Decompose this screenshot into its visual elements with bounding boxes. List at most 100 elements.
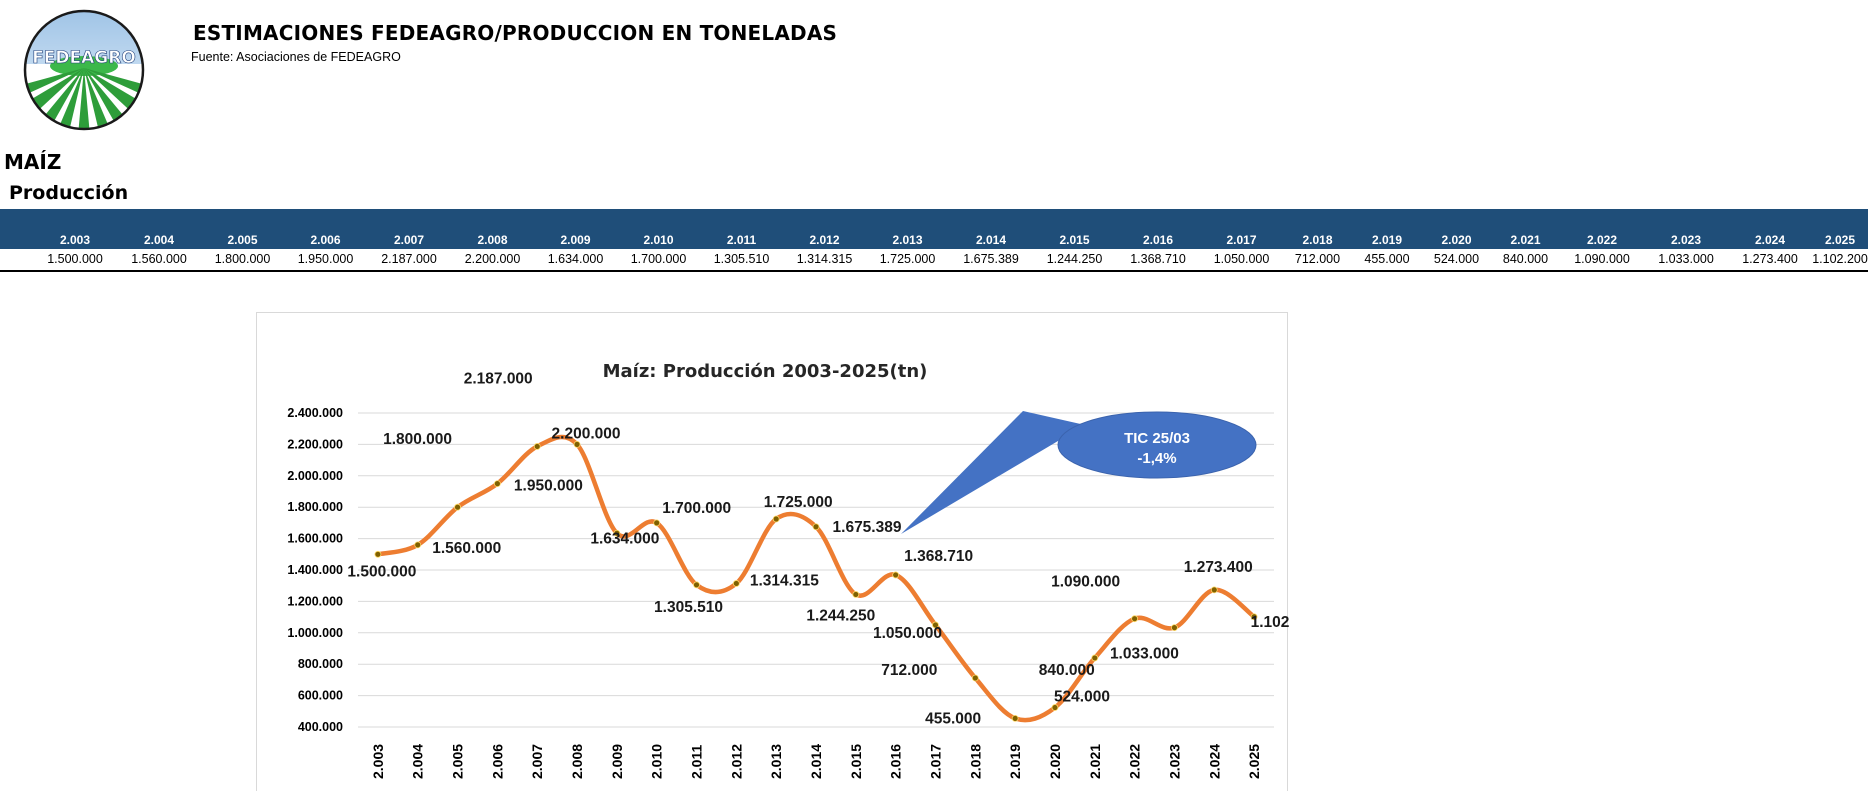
data-label: 1.700.000 bbox=[662, 500, 731, 517]
table-value-cell: 1.273.400 bbox=[1742, 252, 1798, 266]
x-tick-label: 2.003 bbox=[370, 744, 386, 779]
data-point bbox=[653, 519, 661, 527]
table-year-cell: 2.009 bbox=[560, 233, 591, 247]
table-year-cell: 2.008 bbox=[477, 233, 508, 247]
table-value-cell: 1.244.250 bbox=[1046, 252, 1103, 266]
chart-area: Maíz: Producción 2003-2025(tn) 400.000 600… bbox=[256, 312, 1289, 791]
x-tick-label: 2.025 bbox=[1246, 744, 1262, 779]
chart-title: Maíz: Producción 2003-2025(tn) bbox=[603, 361, 928, 382]
data-label: 524.000 bbox=[1054, 689, 1110, 706]
data-label: 1.800.000 bbox=[383, 431, 452, 448]
data-point bbox=[1171, 624, 1178, 632]
x-tick-label: 2.015 bbox=[848, 744, 864, 779]
table-value-cell: 1.725.000 bbox=[879, 252, 936, 266]
data-label: 1.090.000 bbox=[1051, 574, 1120, 591]
table-year-cell: 2.024 bbox=[1754, 233, 1786, 247]
data-point bbox=[772, 515, 780, 523]
x-tick-label: 2.010 bbox=[649, 744, 665, 779]
data-point bbox=[932, 621, 939, 629]
x-tick-label: 2.023 bbox=[1166, 744, 1182, 779]
data-point bbox=[1210, 586, 1218, 594]
table-year-cell: 2.004 bbox=[143, 233, 175, 247]
table-value-cell: 1.102.200 bbox=[1812, 252, 1868, 266]
table-year-cell: 2.018 bbox=[1302, 233, 1333, 247]
table-year-cell: 2.015 bbox=[1059, 233, 1090, 247]
table-value-cell: 2.187.000 bbox=[381, 252, 437, 266]
x-tick-label: 2.017 bbox=[927, 744, 943, 779]
x-tick-label: 2.021 bbox=[1087, 744, 1103, 779]
x-tick-label: 2.020 bbox=[1047, 744, 1063, 779]
table-value-cell: 1.305.510 bbox=[713, 252, 770, 266]
table-value-cell: 455.000 bbox=[1364, 252, 1410, 266]
table-value-cell: 1.500.000 bbox=[47, 252, 103, 266]
data-point bbox=[414, 541, 422, 549]
table-year-cell: 2.012 bbox=[809, 233, 840, 247]
table-value-cell: 840.000 bbox=[1502, 252, 1549, 266]
table-value-cell: 2.200.000 bbox=[464, 252, 521, 266]
table-value-cell: 1.368.710 bbox=[1130, 252, 1186, 266]
data-point bbox=[812, 523, 820, 531]
data-label: 1.725.000 bbox=[764, 494, 833, 511]
x-tick-label: 2.024 bbox=[1206, 744, 1222, 779]
table-value-cell: 524.000 bbox=[1433, 252, 1480, 266]
table-year-cell: 2.021 bbox=[1510, 233, 1541, 247]
table-values-row: 1.500.000 1.560.000 1.800.000 1.950.000 2.18… bbox=[0, 250, 1868, 272]
data-label: 1.050.000 bbox=[873, 625, 942, 642]
x-tick-label: 2.022 bbox=[1127, 744, 1143, 779]
crop-label: MAÍZ bbox=[4, 150, 62, 174]
x-tick-label: 2.013 bbox=[768, 744, 784, 779]
source-note: Fuente: Asociaciones de FEDEAGRO bbox=[191, 50, 401, 64]
data-point bbox=[613, 529, 621, 537]
table-year-cell: 2.023 bbox=[1670, 233, 1702, 247]
data-label: 712.000 bbox=[881, 662, 937, 679]
data-point bbox=[852, 591, 860, 598]
data-label: 1.244.250 bbox=[806, 607, 875, 624]
table-year-cell: 2.010 bbox=[643, 233, 674, 247]
table-year-cell: 2.006 bbox=[310, 233, 341, 247]
data-label: 840.000 bbox=[1039, 662, 1095, 679]
table-value-cell: 1.090.000 bbox=[1574, 252, 1630, 266]
y-tick-label: 1.200.000 bbox=[287, 594, 343, 608]
table-year-cell: 2.011 bbox=[726, 233, 757, 247]
data-point bbox=[454, 503, 461, 511]
x-tick-label: 2.019 bbox=[1007, 744, 1023, 779]
y-tick-label: 1.400.000 bbox=[287, 563, 343, 577]
y-tick-label: 2.200.000 bbox=[287, 437, 343, 451]
y-tick-label: 600.000 bbox=[298, 689, 343, 703]
table-year-cell: 2.017 bbox=[1226, 233, 1257, 247]
data-label: 1.273.400 bbox=[1184, 559, 1253, 576]
table-value-cell: 1.314.315 bbox=[796, 252, 853, 266]
data-point bbox=[573, 440, 581, 448]
y-tick-label: 1.800.000 bbox=[287, 500, 343, 514]
page-title: ESTIMACIONES FEDEAGRO/PRODUCCION EN TONE… bbox=[193, 21, 838, 45]
data-point bbox=[732, 580, 740, 587]
callout-line1: TIC 25/03 bbox=[1124, 430, 1190, 447]
x-tick-label: 2.014 bbox=[808, 744, 824, 779]
table-year-cell: 2.003 bbox=[59, 233, 91, 247]
table-year-cell: 2.016 bbox=[1142, 233, 1174, 247]
data-label: 1.675.389 bbox=[833, 519, 902, 536]
table-value-cell: 1.634.000 bbox=[547, 252, 604, 266]
table-value-cell: 1.560.000 bbox=[131, 252, 187, 266]
table-value-cell: 712.000 bbox=[1294, 252, 1341, 266]
data-point bbox=[1091, 654, 1099, 662]
data-point bbox=[693, 581, 700, 589]
y-tick-label: 1.600.000 bbox=[287, 532, 343, 546]
data-label: 1.368.710 bbox=[904, 548, 973, 565]
data-point bbox=[1051, 704, 1059, 711]
y-tick-label: 400.000 bbox=[298, 720, 343, 734]
logo-text: FEDEAGRO bbox=[32, 48, 136, 68]
data-label: 455.000 bbox=[925, 710, 981, 727]
data-point bbox=[971, 674, 979, 682]
table-value-cell: 1.700.000 bbox=[630, 252, 687, 266]
data-label: 1.305.510 bbox=[654, 599, 723, 616]
x-tick-label: 2.009 bbox=[609, 744, 625, 779]
x-tick-label: 2.016 bbox=[888, 744, 904, 779]
metric-label: Producción bbox=[9, 182, 129, 204]
table-year-cell: 2.014 bbox=[975, 233, 1007, 247]
y-tick-label: 2.400.000 bbox=[287, 406, 343, 420]
y-tick-label: 800.000 bbox=[298, 657, 343, 671]
data-point bbox=[892, 571, 900, 579]
x-tick-label: 2.008 bbox=[569, 744, 585, 779]
x-tick-label: 2.012 bbox=[728, 744, 744, 779]
